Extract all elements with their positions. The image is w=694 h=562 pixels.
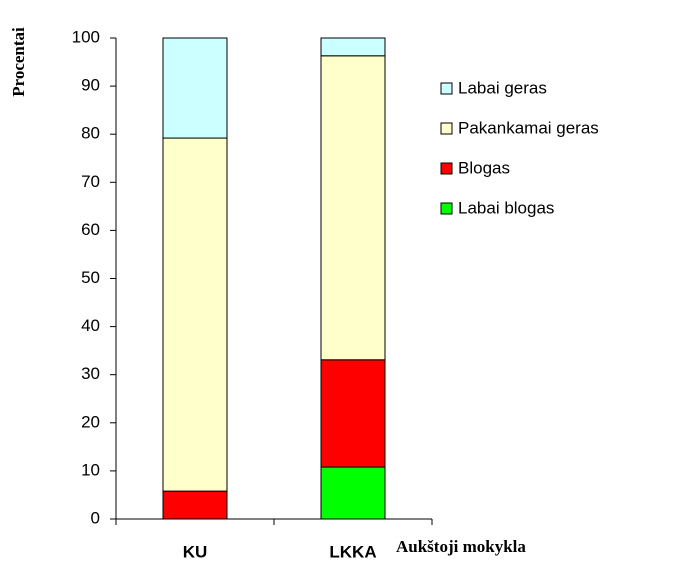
y-tick-label: 40: [81, 316, 100, 335]
x-tick-label: LKKA: [329, 542, 376, 561]
x-axis-title: Aukštoji mokykla: [396, 537, 526, 556]
bar-segment: [162, 137, 228, 492]
bar-segment: [320, 55, 386, 361]
y-tick-label: 80: [81, 124, 100, 143]
legend-label: Blogas: [458, 158, 510, 177]
y-tick-label: 90: [81, 76, 100, 95]
y-tick-label: 10: [81, 460, 100, 479]
bar-segment: [320, 37, 386, 57]
y-tick-label: 60: [81, 220, 100, 239]
legend-label: Labai blogas: [458, 198, 554, 217]
y-tick-label: 70: [81, 172, 100, 191]
bar-segment: [162, 490, 228, 520]
legend-swatch: [440, 202, 453, 215]
y-tick-label: 20: [81, 412, 100, 431]
y-axis-title: Procentai: [9, 27, 28, 97]
legend-label: Pakankamai geras: [458, 118, 599, 137]
legend-swatch: [440, 162, 453, 175]
legend-swatch: [440, 122, 453, 135]
bar-segment: [162, 37, 228, 139]
y-tick-label: 30: [81, 364, 100, 383]
legend-label: Labai geras: [458, 78, 547, 97]
y-tick-label: 0: [91, 508, 100, 527]
y-tick-label: 100: [72, 27, 100, 46]
x-tick-label: KU: [183, 542, 208, 561]
y-tick-label: 50: [81, 268, 100, 287]
legend-swatch: [440, 82, 453, 95]
bar-segment: [320, 359, 386, 468]
bar-segment: [320, 466, 386, 520]
